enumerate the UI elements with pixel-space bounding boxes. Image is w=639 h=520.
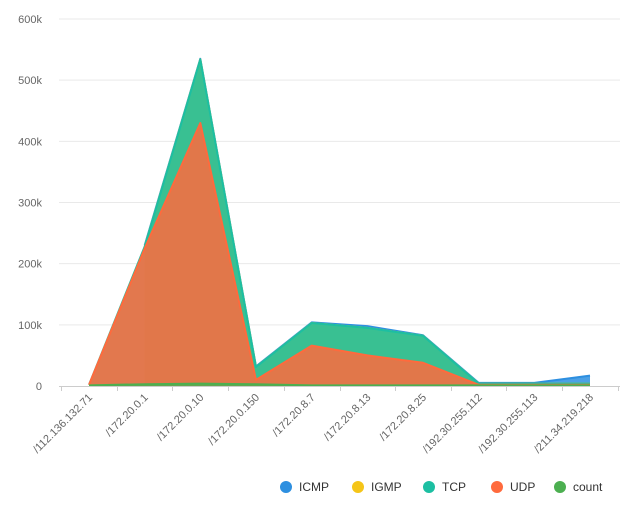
legend-item-icmp[interactable]: ICMP — [280, 480, 329, 494]
legend-item-udp[interactable]: UDP — [491, 480, 535, 494]
legend-label: ICMP — [299, 480, 329, 494]
legend-marker-udp — [491, 481, 503, 493]
x-tick-label: /172.20.0.10 — [155, 392, 207, 444]
x-tick-label: /172.20.0.1 — [103, 392, 150, 439]
legend-marker-igmp — [352, 481, 364, 493]
legend-item-count[interactable]: count — [554, 480, 603, 494]
series-line-tcp — [88, 58, 590, 386]
x-axis: /112.136.132.71/172.20.0.1/172.20.0.10/1… — [31, 386, 620, 456]
x-tick-label: /112.136.132.71 — [31, 392, 95, 456]
x-tick-label: /172.20.8.7 — [270, 392, 317, 439]
x-tick-label: /172.20.8.25 — [377, 392, 429, 444]
x-tick-label: /172.20.8.13 — [322, 392, 374, 444]
y-axis-tick-labels: 0 100k 200k 300k 400k 500k 600k — [18, 14, 42, 393]
x-tick-label: /172.20.0.150 — [206, 392, 262, 448]
series-areas — [88, 57, 591, 387]
y-tick-label: 500k — [18, 75, 42, 87]
y-tick-label: 600k — [18, 14, 42, 26]
y-tick-label: 200k — [18, 259, 42, 271]
series-line-count — [88, 382, 590, 387]
legend-label: TCP — [442, 480, 466, 494]
legend-label: UDP — [510, 480, 535, 494]
legend-marker-icmp — [280, 481, 292, 493]
x-tick-label: /192.30.255.113 — [476, 392, 540, 456]
legend-label: count — [573, 480, 603, 494]
legend-item-tcp[interactable]: TCP — [423, 480, 466, 494]
y-tick-label: 100k — [18, 320, 42, 332]
x-tick-label: /211.34.219.218 — [532, 392, 596, 456]
legend-marker-tcp — [423, 481, 435, 493]
y-tick-label: 400k — [18, 136, 42, 148]
legend-marker-count — [554, 481, 566, 493]
y-tick-label: 300k — [18, 198, 42, 210]
y-tick-label: 0 — [36, 381, 42, 393]
x-tick-label: /192.30.255.112 — [421, 392, 485, 456]
legend-item-igmp[interactable]: IGMP — [352, 480, 402, 494]
legend-label: IGMP — [371, 480, 402, 494]
legend[interactable]: ICMP IGMP TCP UDP count — [280, 480, 603, 494]
